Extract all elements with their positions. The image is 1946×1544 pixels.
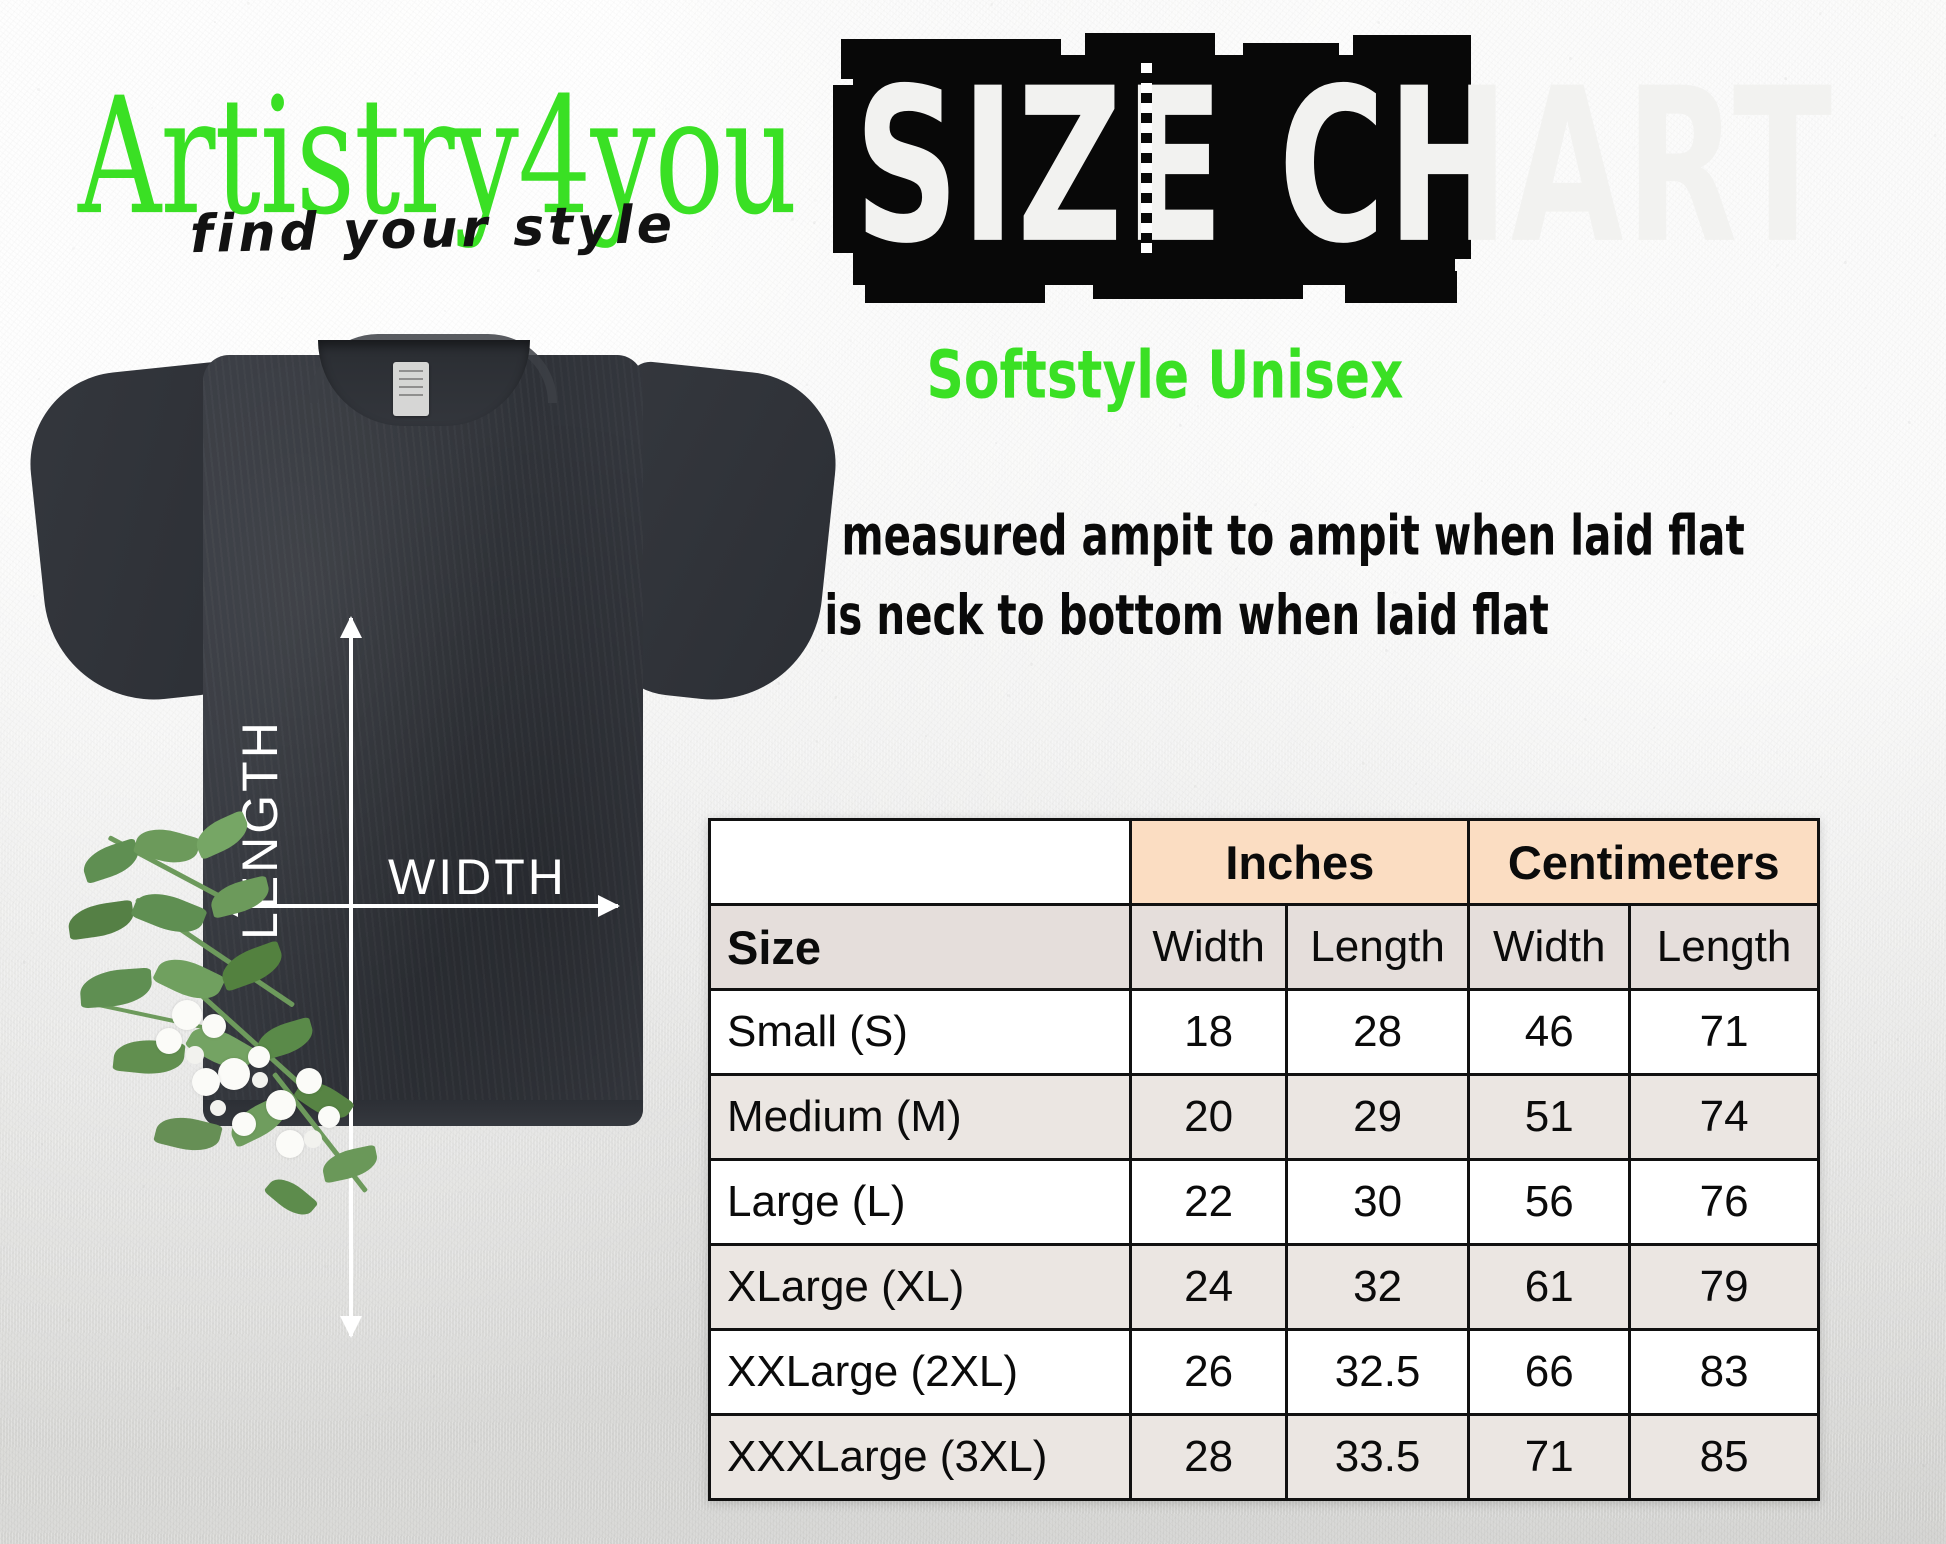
- cell-cm-length: 79: [1630, 1245, 1819, 1330]
- col-header-cm-width: Width: [1469, 905, 1630, 990]
- cell-cm-width: 56: [1469, 1160, 1630, 1245]
- instruction-text-length: is neck to bottom when laid flat: [824, 584, 1548, 648]
- cell-in-length: 28: [1286, 990, 1468, 1075]
- unit-header-inches: Inches: [1131, 820, 1469, 905]
- cell-cm-width: 66: [1469, 1330, 1630, 1415]
- cell-in-width: 24: [1131, 1245, 1287, 1330]
- cell-size: Medium (M): [710, 1075, 1131, 1160]
- table-row: Small (S) 18 28 46 71: [710, 990, 1819, 1075]
- cell-size: XXLarge (2XL): [710, 1330, 1131, 1415]
- cell-in-length: 33.5: [1286, 1415, 1468, 1500]
- cell-in-width: 26: [1131, 1330, 1287, 1415]
- cell-cm-length: 85: [1630, 1415, 1819, 1500]
- cell-cm-width: 71: [1469, 1415, 1630, 1500]
- cell-in-length: 29: [1286, 1075, 1468, 1160]
- table-row: XLarge (XL) 24 32 61 79: [710, 1245, 1819, 1330]
- size-chart-table: Inches Centimeters Size Width Length Wid…: [708, 818, 1820, 1501]
- table-corner-cell: [710, 820, 1131, 905]
- cell-in-width: 28: [1131, 1415, 1287, 1500]
- cell-size: XLarge (XL): [710, 1245, 1131, 1330]
- cell-cm-length: 74: [1630, 1075, 1819, 1160]
- size-chart-title-block: SIZE CHART: [845, 25, 1465, 305]
- cell-cm-length: 76: [1630, 1160, 1819, 1245]
- cell-in-width: 18: [1131, 990, 1287, 1075]
- cell-cm-width: 61: [1469, 1245, 1630, 1330]
- table-column-header-row: Size Width Length Width Length: [710, 905, 1819, 990]
- cell-cm-length: 83: [1630, 1330, 1819, 1415]
- cell-cm-width: 46: [1469, 990, 1630, 1075]
- cell-in-length: 32.5: [1286, 1330, 1468, 1415]
- table-unit-header-row: Inches Centimeters: [710, 820, 1819, 905]
- cell-in-width: 22: [1131, 1160, 1287, 1245]
- instruction-text-width: is measured ampit to ampit when laid fla…: [790, 505, 1745, 569]
- cell-in-length: 32: [1286, 1245, 1468, 1330]
- col-header-cm-length: Length: [1630, 905, 1819, 990]
- product-subtitle: Softstyle Unisex: [858, 340, 1472, 411]
- brand-tagline: find your style: [189, 195, 676, 265]
- col-header-in-width: Width: [1131, 905, 1287, 990]
- cell-size: Large (L): [710, 1160, 1131, 1245]
- cell-size: Small (S): [710, 990, 1131, 1075]
- table-row: Large (L) 22 30 56 76: [710, 1160, 1819, 1245]
- cell-cm-length: 71: [1630, 990, 1819, 1075]
- foliage-decoration: [60, 800, 490, 1250]
- page-title: SIZE CHART: [854, 61, 1455, 274]
- cell-in-width: 20: [1131, 1075, 1287, 1160]
- cell-size: XXXLarge (3XL): [710, 1415, 1131, 1500]
- table-row: Medium (M) 20 29 51 74: [710, 1075, 1819, 1160]
- col-header-size: Size: [710, 905, 1131, 990]
- unit-header-centimeters: Centimeters: [1469, 820, 1819, 905]
- table-row: XXLarge (2XL) 26 32.5 66 83: [710, 1330, 1819, 1415]
- col-header-in-length: Length: [1286, 905, 1468, 990]
- cell-cm-width: 51: [1469, 1075, 1630, 1160]
- title-divider-dots: [1141, 63, 1152, 263]
- table-row: XXXLarge (3XL) 28 33.5 71 85: [710, 1415, 1819, 1500]
- cell-in-length: 30: [1286, 1160, 1468, 1245]
- tshirt-neck-tag: [393, 362, 429, 416]
